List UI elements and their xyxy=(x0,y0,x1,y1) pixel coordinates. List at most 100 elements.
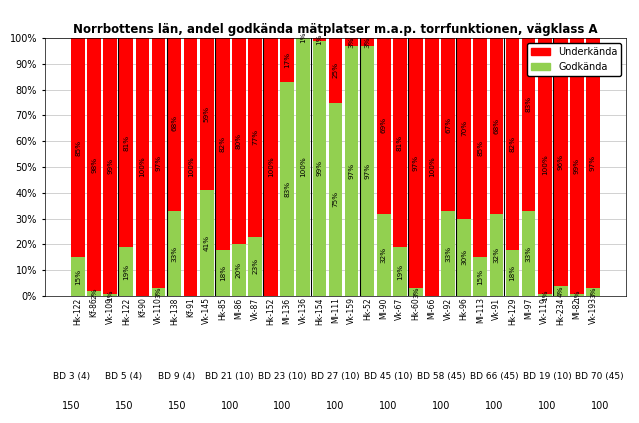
Text: 3%: 3% xyxy=(348,36,355,48)
Bar xyxy=(184,38,197,296)
Bar xyxy=(409,38,423,288)
Bar xyxy=(361,46,374,296)
Text: 18%: 18% xyxy=(509,265,516,281)
Text: 67%: 67% xyxy=(445,116,451,132)
Text: 99%: 99% xyxy=(316,160,323,176)
Bar xyxy=(442,38,455,211)
Bar xyxy=(248,237,262,296)
Bar xyxy=(71,257,85,296)
Bar xyxy=(570,294,583,296)
Legend: Underkända, Godkända: Underkända, Godkända xyxy=(527,43,621,76)
Bar xyxy=(473,38,487,257)
Text: 68%: 68% xyxy=(171,115,178,131)
Bar xyxy=(361,38,374,46)
Text: 150: 150 xyxy=(115,401,134,411)
Text: 100: 100 xyxy=(590,401,609,411)
Bar xyxy=(200,190,213,296)
Text: 3%: 3% xyxy=(155,286,162,298)
Text: 1%: 1% xyxy=(574,289,580,301)
Text: 97%: 97% xyxy=(348,163,355,179)
Text: 25%: 25% xyxy=(332,62,339,78)
Text: 1%: 1% xyxy=(300,31,306,43)
Bar xyxy=(409,288,423,296)
Text: 75%: 75% xyxy=(332,191,339,207)
Bar xyxy=(104,38,117,294)
Text: 3%: 3% xyxy=(413,286,419,298)
Bar xyxy=(586,38,600,288)
Bar xyxy=(151,38,166,288)
Text: 1%: 1% xyxy=(107,289,113,301)
Text: 97%: 97% xyxy=(155,155,162,171)
Text: 70%: 70% xyxy=(461,120,467,137)
Bar xyxy=(88,291,101,296)
Text: 1%: 1% xyxy=(316,33,323,45)
Text: 1%: 1% xyxy=(542,289,548,301)
Bar xyxy=(312,38,327,41)
Bar xyxy=(393,247,406,296)
Text: 80%: 80% xyxy=(236,133,242,149)
Text: BD 19 (10): BD 19 (10) xyxy=(523,372,571,381)
Bar xyxy=(570,38,583,294)
Bar xyxy=(521,211,535,296)
Bar xyxy=(248,38,262,237)
Bar xyxy=(104,294,117,296)
Text: 81%: 81% xyxy=(123,135,129,151)
Text: 19%: 19% xyxy=(397,264,403,280)
Text: 30%: 30% xyxy=(461,249,467,266)
Bar xyxy=(393,38,406,247)
Text: BD 45 (10): BD 45 (10) xyxy=(364,372,413,381)
Bar xyxy=(554,286,567,296)
Bar xyxy=(425,38,439,296)
Text: 77%: 77% xyxy=(252,129,258,146)
Bar xyxy=(489,214,504,296)
Bar xyxy=(265,38,278,296)
Bar xyxy=(586,288,600,296)
Text: 20%: 20% xyxy=(236,262,242,278)
Text: 69%: 69% xyxy=(381,116,387,132)
Text: BD 9 (4): BD 9 (4) xyxy=(158,372,196,381)
Bar xyxy=(119,247,133,296)
Bar xyxy=(296,38,310,296)
Text: 4%: 4% xyxy=(558,285,564,297)
Text: 82%: 82% xyxy=(509,136,516,152)
Text: 99%: 99% xyxy=(107,158,113,174)
Text: 2%: 2% xyxy=(91,288,97,299)
Text: 33%: 33% xyxy=(445,245,451,261)
Bar xyxy=(200,38,213,190)
Bar xyxy=(328,38,343,102)
Text: 100%: 100% xyxy=(429,157,435,178)
Text: 83%: 83% xyxy=(284,181,290,197)
Text: 81%: 81% xyxy=(397,135,403,151)
Bar xyxy=(538,36,551,294)
Text: 85%: 85% xyxy=(75,140,81,156)
Bar xyxy=(489,38,504,214)
Text: 59%: 59% xyxy=(204,106,210,122)
Text: 100: 100 xyxy=(220,401,239,411)
Text: 3%: 3% xyxy=(365,36,371,48)
Bar xyxy=(232,38,246,244)
Bar xyxy=(151,288,166,296)
Bar xyxy=(538,294,551,296)
Text: 100: 100 xyxy=(273,401,292,411)
Text: 17%: 17% xyxy=(284,52,290,68)
Text: 41%: 41% xyxy=(204,235,210,251)
Bar xyxy=(554,38,567,286)
Bar xyxy=(505,38,520,250)
Bar xyxy=(281,82,294,296)
Bar xyxy=(473,257,487,296)
Text: 100: 100 xyxy=(379,401,397,411)
Text: BD 3 (4): BD 3 (4) xyxy=(52,372,89,381)
Text: 32%: 32% xyxy=(493,247,500,263)
Bar xyxy=(328,102,343,296)
Title: Norrbottens län, andel godkända mätplatser m.a.p. torrfunktionen, vägklass A: Norrbottens län, andel godkända mätplats… xyxy=(73,22,598,36)
Text: 96%: 96% xyxy=(558,154,564,170)
Text: 83%: 83% xyxy=(526,96,532,112)
Text: 100%: 100% xyxy=(268,157,274,178)
Text: 100: 100 xyxy=(485,401,504,411)
Bar xyxy=(135,38,150,296)
Text: BD 70 (45): BD 70 (45) xyxy=(576,372,624,381)
Bar xyxy=(119,38,133,247)
Bar xyxy=(167,36,181,211)
Text: BD 58 (45): BD 58 (45) xyxy=(417,372,466,381)
Text: 100%: 100% xyxy=(188,157,194,178)
